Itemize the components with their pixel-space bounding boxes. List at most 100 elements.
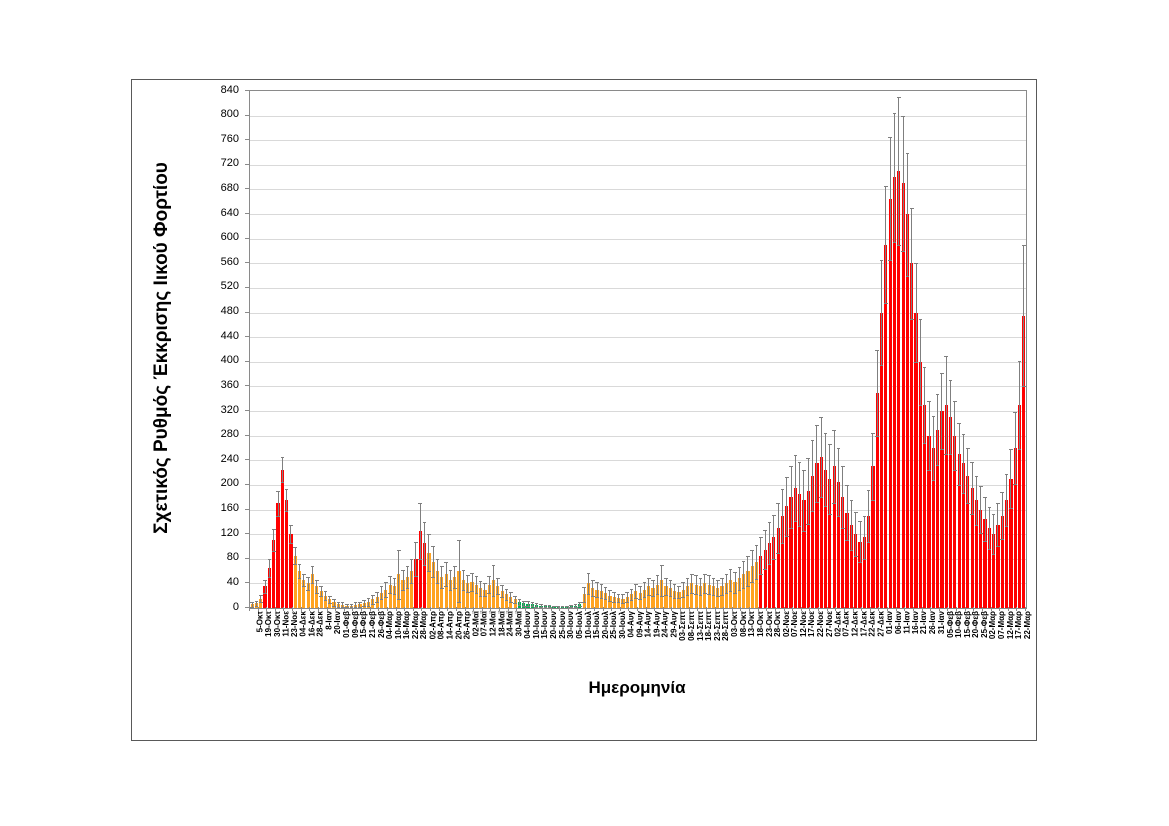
error-bar-cap-top [258, 595, 263, 597]
x-tick-mark [999, 607, 1001, 611]
chart-figure: Σχετικός Ρυθμός Έκκρισης Ιικού Φορτίου Η… [131, 79, 1037, 741]
y-tick-mark [245, 360, 250, 362]
y-tick-label: 760 [220, 132, 239, 145]
error-bar-cap-top [289, 524, 293, 526]
bar [655, 584, 659, 608]
error-bar-cap-bottom [271, 551, 276, 553]
error-bar-cap-top [789, 466, 793, 468]
bar [1022, 315, 1026, 608]
x-tick-label-text: 26-Φεβ [376, 611, 386, 638]
x-tick-label-text: 08-Απρ [436, 611, 446, 640]
error-bar-cap-bottom [366, 605, 371, 607]
bar [832, 466, 836, 608]
x-tick-mark [757, 607, 759, 611]
error-bar-cap-top [836, 447, 841, 449]
x-tick-mark [956, 607, 958, 611]
bar [823, 469, 828, 608]
error-bar-cap-top [384, 582, 388, 584]
error-bar [738, 566, 740, 591]
error-bar-cap-top [483, 582, 487, 584]
x-tick-mark [705, 607, 707, 611]
error-bar-cap-bottom [715, 596, 720, 598]
error-bar-cap-top [646, 577, 651, 579]
error-bar-cap-top [612, 591, 617, 593]
error-bar-cap-top [336, 601, 341, 603]
error-bar [773, 515, 775, 560]
error-bar-cap-bottom [470, 591, 474, 593]
bar [802, 500, 806, 608]
error-bar-cap-top [703, 573, 707, 575]
x-tick-mark [593, 607, 595, 611]
error-bar [967, 447, 969, 504]
bar [780, 515, 785, 608]
error-bar-cap-top [957, 423, 961, 425]
error-bar [691, 573, 693, 594]
gridline [250, 435, 1026, 437]
error-bar [777, 503, 779, 553]
error-bar-cap-top [444, 561, 448, 563]
bar [698, 586, 703, 608]
error-bar-cap-top [659, 564, 664, 566]
error-bar [445, 561, 447, 587]
error-bar-cap-top [750, 550, 755, 552]
error-bar-cap-bottom [504, 599, 509, 601]
error-bar-cap-top [819, 417, 824, 419]
error-bar-cap-top [478, 580, 483, 582]
bar [948, 417, 953, 608]
error-bar-cap-top [927, 401, 931, 403]
error-bar [1006, 474, 1008, 527]
x-tick-mark [421, 607, 423, 611]
error-bar-cap-bottom [845, 540, 849, 542]
x-tick-label-text: 30-Οκτ [272, 611, 282, 637]
error-bar-cap-top [858, 521, 862, 523]
x-tick-mark [774, 607, 776, 611]
error-bar [1019, 360, 1021, 450]
bar [867, 515, 871, 608]
error-bar [674, 583, 676, 598]
error-bar [786, 476, 788, 536]
bar [819, 457, 823, 608]
error-bar-cap-bottom [280, 481, 285, 483]
error-bar [536, 603, 538, 607]
bar [293, 555, 297, 608]
error-bar [704, 573, 706, 594]
error-bar-cap-top [776, 503, 780, 505]
error-bar-cap-bottom [646, 595, 651, 597]
error-bar [712, 577, 714, 596]
error-bar-cap-top [987, 507, 992, 509]
error-bar [829, 443, 831, 514]
error-bar-cap-top [517, 598, 522, 600]
error-bar [587, 572, 589, 594]
error-bar-cap-bottom [603, 599, 608, 601]
error-bar-cap-bottom [457, 601, 461, 603]
bar [746, 571, 750, 608]
error-bar-cap-top [897, 97, 901, 99]
bar [854, 534, 858, 608]
error-bar [596, 582, 598, 597]
bar [879, 312, 884, 608]
error-bar [613, 591, 615, 602]
error-bar-cap-top [500, 584, 504, 586]
x-tick-label-text: 20-Ιουν [548, 611, 558, 639]
gridline [250, 583, 1026, 585]
error-bar-cap-top [862, 515, 867, 517]
bar [604, 593, 608, 608]
error-bar-cap-top [918, 318, 923, 320]
error-bar-cap-bottom [677, 598, 681, 600]
error-bar-cap-bottom [543, 607, 548, 609]
error-bar-cap-bottom [1017, 449, 1022, 451]
error-bar [656, 575, 658, 594]
error-bar-cap-top [396, 549, 401, 551]
gridline [250, 337, 1026, 339]
error-bar-cap-top [392, 578, 397, 580]
x-tick-label-text: 30-Ιουλ [617, 611, 627, 639]
gridline [250, 287, 1026, 289]
error-bar-cap-top [996, 503, 1000, 505]
x-tick-mark [835, 607, 837, 611]
error-bar [484, 582, 486, 597]
error-bar [743, 560, 745, 588]
x-tick-mark [749, 607, 751, 611]
error-bar-cap-top [616, 593, 621, 595]
error-bar-cap-top [362, 599, 367, 601]
bar [862, 537, 866, 608]
